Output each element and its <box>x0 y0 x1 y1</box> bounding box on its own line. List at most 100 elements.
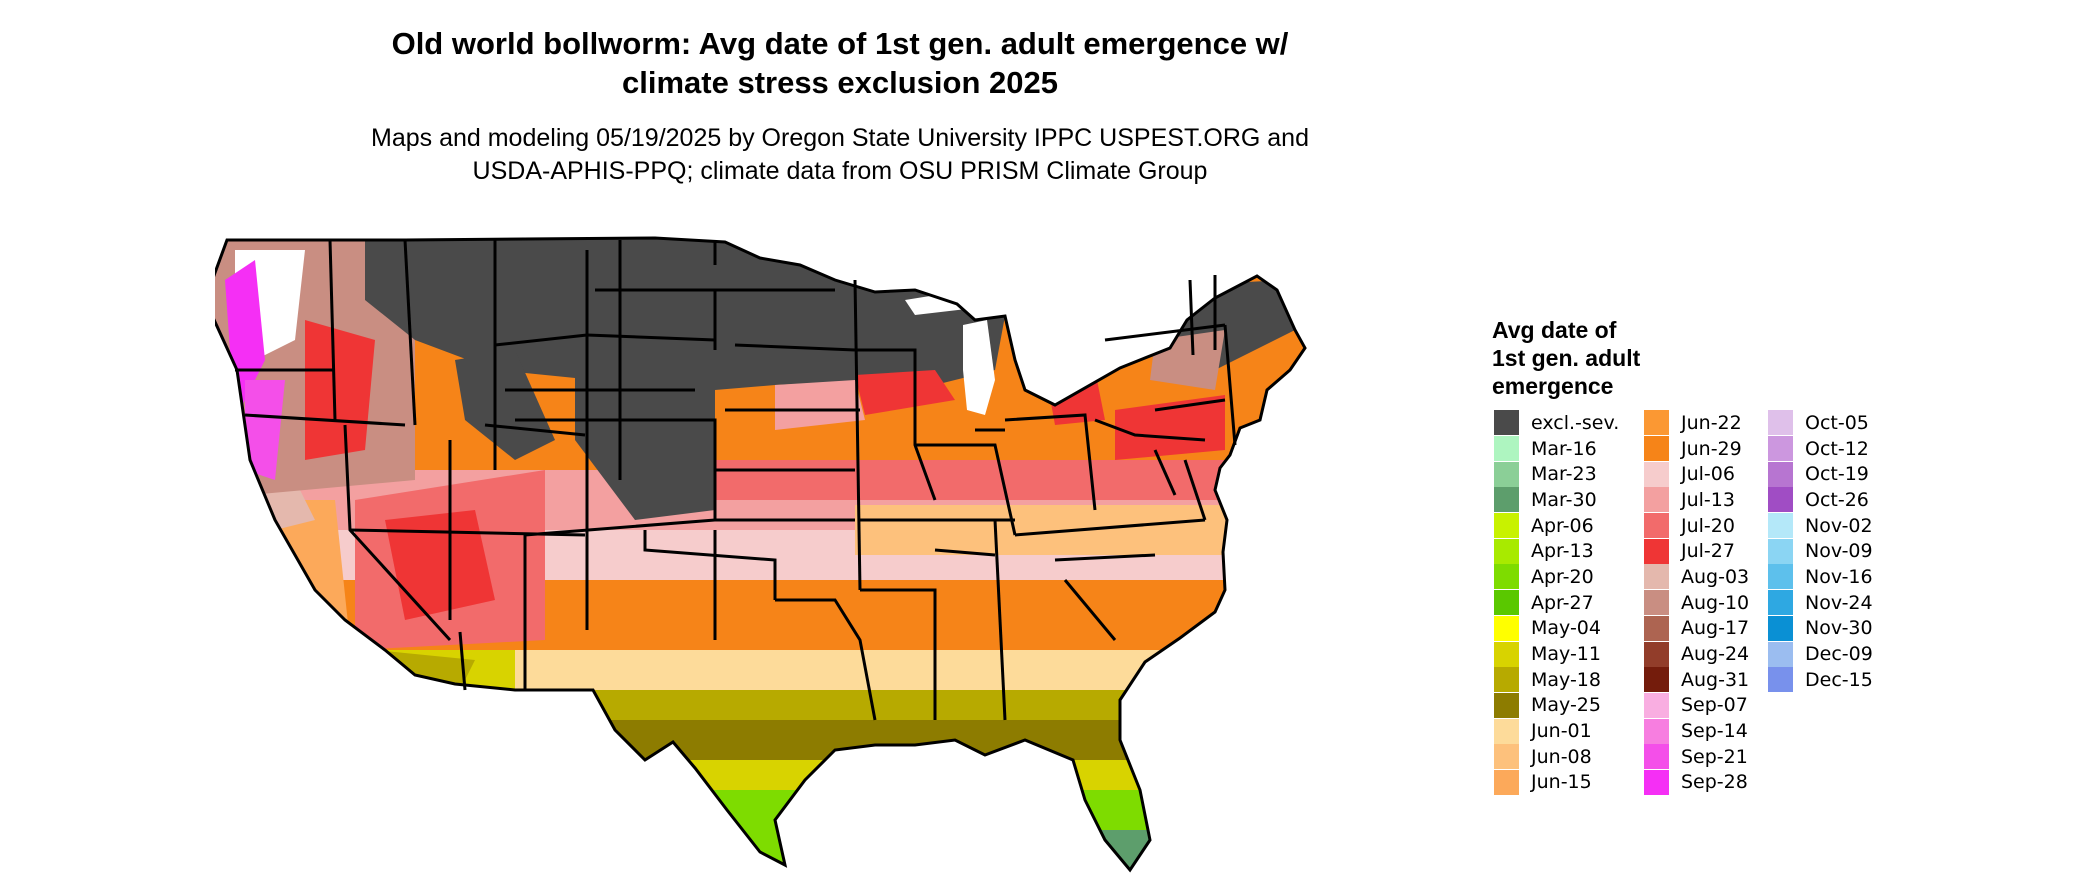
legend-swatch <box>1644 410 1669 436</box>
legend-swatch <box>1494 461 1519 487</box>
legend-item: Jun-22 <box>1644 410 1768 436</box>
legend-swatch <box>1768 487 1793 513</box>
us-map-svg <box>215 236 1307 872</box>
legend-swatch <box>1494 487 1519 513</box>
legend-item: Oct-12 <box>1768 436 1918 462</box>
legend-label: Jul-06 <box>1681 463 1735 486</box>
legend-swatch <box>1644 538 1669 564</box>
legend-item: Aug-24 <box>1644 641 1768 667</box>
legend-swatch <box>1644 667 1669 693</box>
legend-swatch <box>1644 487 1669 513</box>
legend-item: Apr-13 <box>1494 538 1644 564</box>
legend-item: excl.-sev. <box>1494 410 1644 436</box>
legend-swatch <box>1644 590 1669 616</box>
legend-item: May-11 <box>1494 641 1644 667</box>
legend-label: May-18 <box>1531 668 1601 691</box>
legend-label: Aug-10 <box>1681 591 1750 614</box>
legend-item: Nov-16 <box>1768 564 1918 590</box>
legend-label: Aug-17 <box>1681 617 1750 640</box>
legend-label: Jun-22 <box>1681 411 1742 434</box>
legend-item: Sep-07 <box>1644 692 1768 719</box>
legend-swatch <box>1768 564 1793 590</box>
legend-item: Mar-16 <box>1494 436 1644 462</box>
map-legend: excl.-sev. Mar-16 Mar-23 Mar-30 Apr-06 Apr-13… <box>1494 410 1918 800</box>
legend-label: Jun-01 <box>1531 720 1592 743</box>
legend-item: Oct-26 <box>1768 487 1918 513</box>
legend-item: Jun-01 <box>1494 718 1644 744</box>
legend-item: Nov-02 <box>1768 513 1918 539</box>
legend-swatch <box>1644 692 1669 718</box>
legend-label: excl.-sev. <box>1531 411 1620 434</box>
legend-item: Sep-28 <box>1644 769 1768 796</box>
legend-label: Apr-20 <box>1531 565 1594 588</box>
legend-label: Sep-21 <box>1681 745 1748 768</box>
legend-swatch <box>1644 641 1669 667</box>
legend-label: Dec-09 <box>1805 643 1873 666</box>
legend-swatch <box>1494 410 1519 436</box>
legend-swatch <box>1768 641 1793 667</box>
legend-label: Nov-02 <box>1805 514 1873 537</box>
legend-item: Sep-14 <box>1644 718 1768 744</box>
legend-item: Aug-10 <box>1644 590 1768 616</box>
legend-label: Mar-30 <box>1531 488 1597 511</box>
legend-swatch <box>1494 744 1519 770</box>
legend-swatch <box>1494 692 1519 718</box>
legend-label: Dec-15 <box>1805 668 1873 691</box>
legend-swatch <box>1644 513 1669 539</box>
legend-label: Mar-16 <box>1531 437 1597 460</box>
legend-item: Mar-23 <box>1494 461 1644 487</box>
legend-swatch <box>1768 538 1793 564</box>
legend-swatch <box>1644 718 1669 744</box>
legend-item: Jun-15 <box>1494 769 1644 796</box>
legend-swatch <box>1494 641 1519 667</box>
legend-swatch <box>1644 615 1669 641</box>
legend-item: Oct-05 <box>1768 410 1918 436</box>
map-colour-bands <box>215 238 1305 870</box>
legend-swatch <box>1768 436 1793 462</box>
legend-swatch <box>1494 564 1519 590</box>
legend-swatch <box>1644 436 1669 462</box>
legend-label: Nov-16 <box>1805 565 1873 588</box>
us-emergence-map <box>215 220 1455 890</box>
legend-swatch <box>1494 667 1519 693</box>
legend-label: May-11 <box>1531 643 1601 666</box>
legend-title: Avg date of 1st gen. adult emergence <box>1492 316 1732 400</box>
legend-label: Nov-30 <box>1805 617 1873 640</box>
legend-label: Apr-13 <box>1531 540 1594 563</box>
legend-label: Sep-07 <box>1681 694 1748 717</box>
legend-item: Jul-06 <box>1644 461 1768 487</box>
legend-item: May-04 <box>1494 615 1644 642</box>
legend-swatch <box>1494 615 1519 641</box>
legend-label: Jun-29 <box>1681 437 1742 460</box>
legend-item: Apr-27 <box>1494 590 1644 616</box>
legend-swatch <box>1768 667 1793 693</box>
map-title: Old world bollworm: Avg date of 1st gen.… <box>250 24 1430 102</box>
legend-swatch <box>1644 744 1669 770</box>
legend-item: Nov-24 <box>1768 590 1918 616</box>
legend-item: Mar-30 <box>1494 487 1644 513</box>
legend-label: Nov-24 <box>1805 591 1873 614</box>
legend-swatch <box>1768 590 1793 616</box>
legend-label: Sep-14 <box>1681 720 1748 743</box>
legend-swatch <box>1768 410 1793 436</box>
legend-title-line-3: emergence <box>1492 373 1614 399</box>
legend-item: Jun-08 <box>1494 744 1644 770</box>
legend-title-line-1: Avg date of <box>1492 317 1617 343</box>
legend-item: Jul-27 <box>1644 538 1768 564</box>
legend-item: Dec-15 <box>1768 667 1918 693</box>
legend-swatch <box>1644 461 1669 487</box>
lake-michigan-shape <box>963 320 995 415</box>
map-subtitle-line-2: USDA-APHIS-PPQ; climate data from OSU PR… <box>472 157 1208 185</box>
legend-item: Aug-03 <box>1644 564 1768 590</box>
legend-swatch <box>1644 769 1669 795</box>
legend-item: Jul-20 <box>1644 513 1768 539</box>
legend-item: Oct-19 <box>1768 461 1918 487</box>
legend-swatch <box>1494 718 1519 744</box>
legend-swatch <box>1494 590 1519 616</box>
legend-label: Oct-12 <box>1805 437 1869 460</box>
legend-title-line-2: 1st gen. adult <box>1492 345 1641 371</box>
legend-item: Sep-21 <box>1644 744 1768 770</box>
legend-label: Jul-20 <box>1681 514 1735 537</box>
legend-label: Jul-13 <box>1681 488 1735 511</box>
legend-item: May-18 <box>1494 667 1644 693</box>
